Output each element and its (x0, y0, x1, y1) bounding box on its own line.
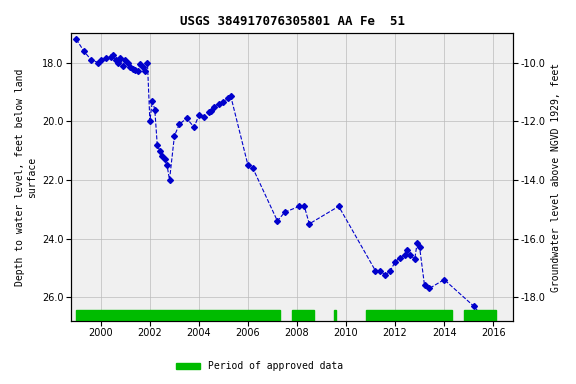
Bar (464, 310, 495, 321)
Legend: Period of approved data: Period of approved data (172, 358, 347, 375)
Bar (77, 310, 280, 321)
Y-axis label: Groundwater level above NGVD 1929, feet: Groundwater level above NGVD 1929, feet (551, 63, 561, 291)
Bar (292, 310, 314, 321)
Bar (334, 310, 336, 321)
Title: USGS 384917076305801 AA Fe  51: USGS 384917076305801 AA Fe 51 (180, 15, 404, 28)
Bar (366, 310, 452, 321)
Y-axis label: Depth to water level, feet below land
surface: Depth to water level, feet below land su… (15, 68, 37, 286)
